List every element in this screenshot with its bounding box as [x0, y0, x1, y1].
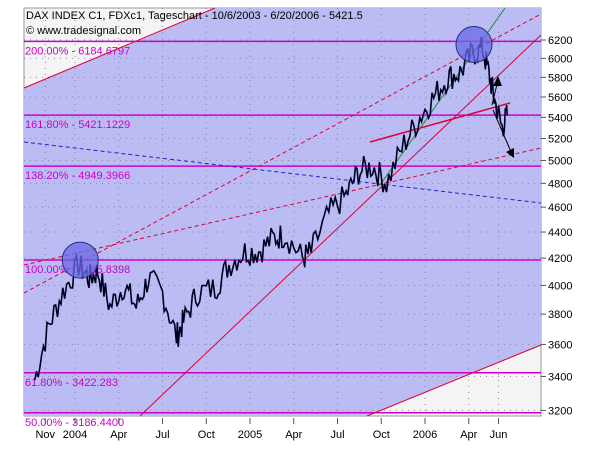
x-tick-label: Jul [330, 429, 344, 441]
x-tick-label: Jul [155, 429, 169, 441]
y-tick-label: 3600 [548, 339, 572, 351]
highlight-circle [455, 26, 493, 64]
x-tick-label: Apr [460, 429, 477, 441]
highlight-circle [61, 241, 99, 279]
chart-title: DAX INDEX C1, FDXc1, Tageschart - 10/6/2… [26, 10, 363, 22]
red-short-line [369, 102, 511, 143]
y-tick-label: 5600 [548, 92, 572, 104]
channel-upper-line [23, 7, 216, 89]
y-tick-label: 6200 [548, 35, 572, 47]
y-tick-label: 4400 [548, 227, 572, 239]
y-tick-label: 6000 [548, 53, 572, 65]
price-series-line [33, 36, 509, 381]
y-tick-label: 5400 [548, 112, 572, 124]
y-tick-label: 5000 [548, 155, 572, 167]
x-tick-label: 2006 [413, 429, 437, 441]
y-tick-label: 4200 [548, 253, 572, 265]
copyright: © www.tradesignal.com [26, 25, 141, 37]
x-tick-label: Oct [373, 429, 390, 441]
x-tick-label: Apr [285, 429, 302, 441]
fib-level-label: 200.00% - 6184.6797 [25, 45, 130, 57]
x-tick-label: Oct [198, 429, 215, 441]
x-tick-label: 2004 [63, 429, 87, 441]
x-tick-label: Jun [490, 429, 508, 441]
x-tick-label: 2005 [238, 429, 262, 441]
blue-dashed-line [23, 141, 542, 204]
y-tick-label: 3800 [548, 309, 572, 321]
trend-line-mid [139, 34, 542, 417]
y-tick-label: 4600 [548, 202, 572, 214]
y-tick-label: 4800 [548, 178, 572, 190]
channel-fill [24, 8, 541, 416]
arrow-up-head [493, 76, 502, 86]
channel-lower-line [366, 344, 542, 417]
fib-level-label: 61.80% - 3422.283 [25, 377, 118, 389]
y-tick-label: 3400 [548, 371, 572, 383]
fib-level-label: 138.20% - 4949.3966 [25, 170, 130, 182]
y-tick-label: 3200 [548, 405, 572, 417]
dashed-trend-lower [23, 147, 542, 266]
x-tick-label: Apr [110, 429, 127, 441]
y-tick-label: 4000 [548, 280, 572, 292]
x-tick-label: Nov [35, 429, 55, 441]
y-tick-label: 5200 [548, 133, 572, 145]
fib-level-label: 161.80% - 5421.1229 [25, 119, 130, 131]
y-tick-label: 5800 [548, 72, 572, 84]
arrow-down-head [506, 148, 514, 158]
arrow-down-line [492, 109, 513, 155]
arrows [491, 76, 514, 158]
